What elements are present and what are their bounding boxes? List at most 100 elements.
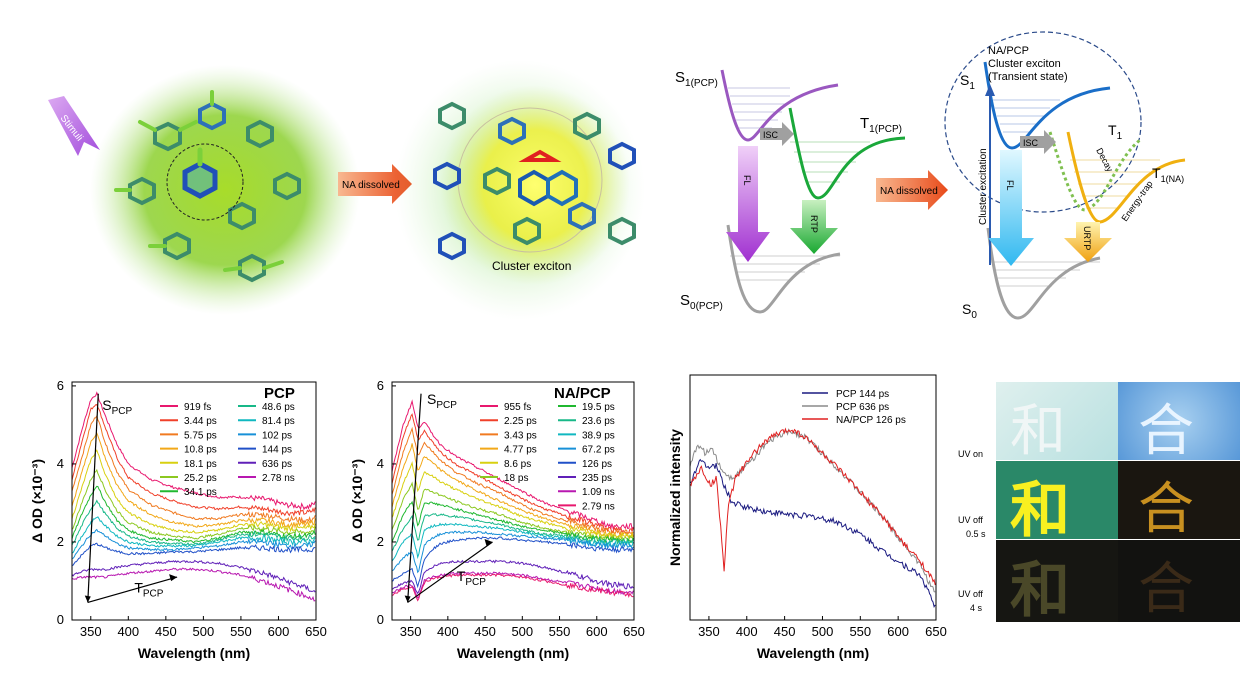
y-tick-label-c1-3: 6 [377, 378, 384, 393]
ne-title-3: (Transient state) [988, 71, 1068, 83]
row-label-4s: 4 s [970, 603, 983, 613]
legend-label-c2-2: NA/PCP 126 ps [836, 415, 906, 426]
legend-label-c0-a0: 919 fs [184, 402, 211, 413]
x-tick-label-c0-0: 350 [80, 624, 102, 639]
series-line-c0-12 [71, 567, 316, 602]
annot-s-line-c0 [87, 393, 99, 603]
chart-pcp: 350 400 450 500 550 600 650 0 2 4 6 Wavelength (nm)… [29, 378, 327, 661]
legend-label-c1-a5: 18 ps [504, 473, 528, 484]
legend-label-c0-a4: 18.1 ps [184, 459, 217, 470]
series-line-c1-8 [391, 522, 634, 562]
x-axis-label-c0: Wavelength (nm) [138, 645, 250, 661]
photo-uv-on-right [1118, 382, 1240, 460]
annot-s-sub: PCP [436, 400, 457, 411]
ne-title-1: NA/PCP [988, 45, 1029, 57]
y-tick-label-c1-1: 2 [377, 534, 384, 549]
x-tick-label-c2-0: 350 [698, 624, 720, 639]
legend-label-c0-b5: 2.78 ns [262, 473, 295, 484]
x-tick-label-c1-2: 450 [474, 624, 496, 639]
series-line-c1-0 [391, 399, 634, 531]
x-tick-label-c2-3: 500 [812, 624, 834, 639]
series-line-c0-2 [71, 414, 316, 524]
photo-off05-left [996, 461, 1118, 539]
x-tick-label-c0-2: 450 [155, 624, 177, 639]
series-line-c1-7 [391, 513, 634, 552]
fl-arrow-na [988, 150, 1034, 266]
char-left-off4: 和 [1010, 556, 1070, 626]
row-label-uv-off-2: UV off [958, 589, 983, 599]
row-label-uv-on: UV on [958, 449, 984, 459]
annot-s-label-c1: SPCP [427, 391, 457, 411]
isc-arrow-pcp [760, 122, 794, 146]
photo-panel: 和 合 和 合 和 合 UV on UV off 0.5 s UV off 4 … [948, 382, 1240, 626]
y-axis-label-c2: Normalized intensity [667, 429, 683, 566]
legend-label-c2-0: PCP 144 ps [836, 389, 889, 400]
char-right-off4: 合 [1138, 557, 1194, 622]
legend-label-c1-b0: 19.5 ps [582, 402, 615, 413]
isc-arrow-na [1020, 130, 1056, 154]
fl-arrow-pcp [726, 146, 770, 262]
plot-frame-c2 [689, 374, 937, 621]
legend-label-c0-b3: 144 ps [262, 445, 292, 456]
series-line-c1-5 [391, 481, 634, 543]
dashed-cluster-circle [166, 143, 244, 221]
annot-s-line-c1 [407, 393, 422, 603]
jablonski-na-panel: NA/PCP Cluster exciton (Transient state)… [944, 31, 1186, 321]
char-left-off05: 和 [1010, 476, 1070, 546]
cluster-excitation-label: Cluster excitation [978, 148, 989, 225]
char-right-off05: 合 [1138, 477, 1194, 542]
urtp-label: URTP [1082, 226, 1092, 250]
annot-s-main: S [102, 397, 111, 413]
annot-s-head-c1 [404, 595, 411, 603]
series-line-c1-11 [391, 559, 634, 595]
t1-na-curve [1066, 131, 1186, 224]
s0-pcp-label: S0(PCP) [680, 292, 723, 312]
x-tick-label-c1-1: 400 [437, 624, 459, 639]
legend-label-c0-a2: 5.75 ps [184, 430, 217, 441]
legend-label-c0-b2: 102 ps [262, 430, 292, 441]
legend-label-c1-b2: 38.9 ps [582, 430, 615, 441]
series-line-c1-2 [391, 426, 634, 537]
y-tick-label-c1-2: 4 [377, 456, 384, 471]
annot-s-head-c0 [84, 595, 91, 603]
annot-t-line-c0 [87, 576, 178, 604]
fl-label-pcp: FL [742, 175, 752, 186]
annot-s-main: S [427, 391, 436, 407]
x-tick-label-c2-2: 450 [774, 624, 796, 639]
char-left-uvon: 和 [1010, 399, 1066, 464]
legend-label-c1-b4: 126 ps [582, 459, 612, 470]
legend-label-c1-a2: 3.43 ps [504, 430, 537, 441]
y-tick-label-c0-1: 2 [57, 534, 64, 549]
isc-label-na: ISC [1023, 138, 1039, 148]
t1-label: T1 [1108, 122, 1123, 142]
annot-s-sub: PCP [112, 406, 133, 417]
photo-off4-right [1118, 540, 1240, 622]
pcp-molecules [114, 90, 301, 283]
photo-off4-left [996, 540, 1118, 622]
y-axis-label-c0: Δ OD (×10⁻³) [29, 459, 45, 543]
chart-normalized: 350 400 450 500 550 600 650 Wavelength (nm) Norm… [667, 374, 947, 661]
photo-off05-right [1118, 461, 1240, 539]
row-label-05s: 0.5 s [966, 529, 986, 539]
legend-label-c1-a4: 8.6 ps [504, 459, 531, 470]
series-line-c2-2 [689, 427, 936, 586]
x-tick-label-c0-5: 600 [268, 624, 290, 639]
series-line-c1-3 [391, 443, 634, 538]
legend-label-c0-b1: 81.4 ps [262, 416, 295, 427]
x-tick-label-c1-0: 350 [400, 624, 422, 639]
t1-na-label: T1(NA) [1152, 165, 1184, 184]
na-pcp-molecules [433, 101, 636, 261]
chart-title-c1: NA/PCP [554, 385, 611, 402]
cluster-dashed-ellipse [944, 31, 1142, 213]
legend-label-c1-a1: 2.25 ps [504, 416, 537, 427]
annot-t-head-c0 [169, 574, 178, 582]
series-line-c0-5 [71, 468, 316, 540]
series-line-c1-13 [391, 573, 634, 602]
y-tick-label-c0-2: 4 [57, 456, 64, 471]
series-line-c0-6 [71, 485, 316, 544]
s0-label: S0 [962, 301, 977, 321]
series-line-c1-1 [391, 413, 634, 534]
series-line-c0-10 [71, 542, 316, 566]
series-line-c1-6 [391, 500, 634, 544]
